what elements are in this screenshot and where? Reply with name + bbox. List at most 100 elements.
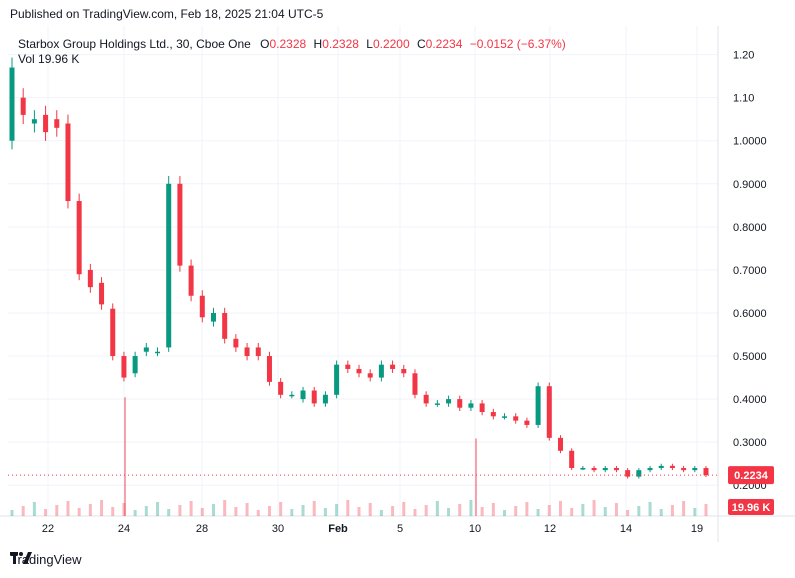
volume-bar (413, 509, 417, 516)
candle-body (502, 416, 508, 418)
volume-bar (670, 505, 674, 516)
x-tick-label: Feb (328, 523, 348, 535)
open-label: O (260, 37, 270, 51)
volume-legend: Vol 19.96 K (18, 52, 79, 66)
volume-bar (357, 507, 361, 516)
candle-body (110, 308, 116, 357)
published-caption: Published on TradingView.com, Feb 18, 20… (10, 7, 324, 21)
candle-body (669, 465, 675, 469)
candle-body (535, 386, 541, 425)
last-volume-tag-text: 19.96 K (732, 502, 771, 514)
volume-bar (290, 509, 294, 516)
x-tick-label: 28 (196, 523, 208, 535)
candle-body (43, 114, 49, 133)
candle-body (177, 183, 183, 266)
volume-bar (122, 503, 126, 516)
volume-bar (558, 501, 562, 516)
volume-bar (346, 500, 350, 516)
volume-bar (88, 504, 92, 516)
x-tick-label: 19 (691, 523, 703, 535)
candle-body (244, 347, 250, 357)
volume-bar (491, 503, 495, 516)
x-tick-label: 5 (397, 523, 403, 535)
volume-bar (10, 510, 14, 516)
x-tick-label: 12 (544, 523, 556, 535)
candlestick-chart[interactable]: 1.20 1.10 1.0000 0.9000 0.8000 0.7000 0.6000 0.… (0, 26, 795, 546)
volume-bar (156, 502, 160, 516)
low-value: 0.2200 (372, 37, 410, 51)
volume-bar (200, 508, 204, 516)
last-volume-tag (728, 499, 774, 515)
candle-body (20, 97, 26, 115)
volume-bar (335, 504, 339, 516)
volume-bar (514, 506, 518, 516)
candle-body (266, 356, 272, 382)
volume-bar (570, 508, 574, 516)
x-tick-label: 14 (620, 523, 632, 535)
volume-bar (648, 502, 652, 516)
y-tick-label: 1.20 (733, 50, 754, 62)
candle-body (121, 356, 127, 378)
volume-spike-bar (124, 397, 126, 516)
volume-bar (178, 505, 182, 516)
x-tick-label: 10 (469, 523, 481, 535)
volume-bar (100, 500, 104, 516)
candle-body (557, 437, 563, 451)
y-tick-label: 0.6000 (733, 308, 767, 320)
volume-bar (547, 505, 551, 516)
volume-bar (525, 502, 529, 516)
candle-body (334, 364, 340, 395)
candle-body (513, 416, 519, 421)
volume-bar (77, 508, 81, 516)
volume-label: Vol (18, 52, 35, 66)
candle-body (31, 119, 37, 124)
y-tick-label: 0.8000 (733, 222, 767, 234)
candle-body (468, 403, 474, 408)
candle-body (300, 390, 306, 400)
y-tick-label: 0.9000 (733, 179, 767, 191)
volume-bar (267, 506, 271, 516)
volume-bar (111, 507, 115, 516)
close-label: C (417, 37, 426, 51)
low-label: L (366, 37, 373, 51)
candle-body (322, 394, 328, 404)
change-value: −0.0152 (−6.37%) (469, 37, 566, 51)
candle-body (457, 399, 463, 408)
candle-body (546, 386, 552, 438)
volume-spike-bar (475, 438, 477, 516)
chart-area[interactable]: 1.20 1.10 1.0000 0.9000 0.8000 0.7000 0.6000 0.… (0, 26, 795, 546)
footer-brand[interactable]: TradingView (10, 552, 82, 567)
volume-bar (44, 509, 48, 516)
volume-bar (379, 510, 383, 516)
last-price-tag-text: 0.2234 (734, 470, 769, 482)
volume-bar (144, 506, 148, 516)
candle-body (647, 468, 653, 471)
volume-bar (693, 508, 697, 516)
candle-body (412, 373, 418, 395)
candle-body (222, 312, 228, 339)
candle-body (210, 312, 216, 322)
candle-body (613, 468, 619, 471)
candle-body (423, 394, 429, 404)
candle-body (99, 282, 105, 305)
volume-bar (55, 505, 59, 516)
candle-body (602, 468, 608, 471)
volume-bar (368, 503, 372, 516)
candle-body (367, 373, 373, 378)
open-value: 0.2328 (269, 37, 307, 51)
volume-bar (189, 501, 193, 516)
volume-bar (167, 509, 171, 516)
close-value: 0.2234 (425, 37, 463, 51)
candle-body (132, 356, 138, 374)
candle-body (255, 347, 261, 357)
volume-bar (21, 506, 25, 516)
candle-body (490, 412, 496, 417)
candles (9, 57, 709, 479)
volume-bar (536, 509, 540, 516)
last-price-tag (728, 466, 774, 485)
ohlc-legend: Starbox Group Holdings Ltd., 30, Cboe On… (18, 36, 566, 52)
candle-body (524, 420, 530, 425)
high-label: H (313, 37, 323, 51)
candle-body (378, 364, 384, 378)
volume-bar (592, 500, 596, 516)
